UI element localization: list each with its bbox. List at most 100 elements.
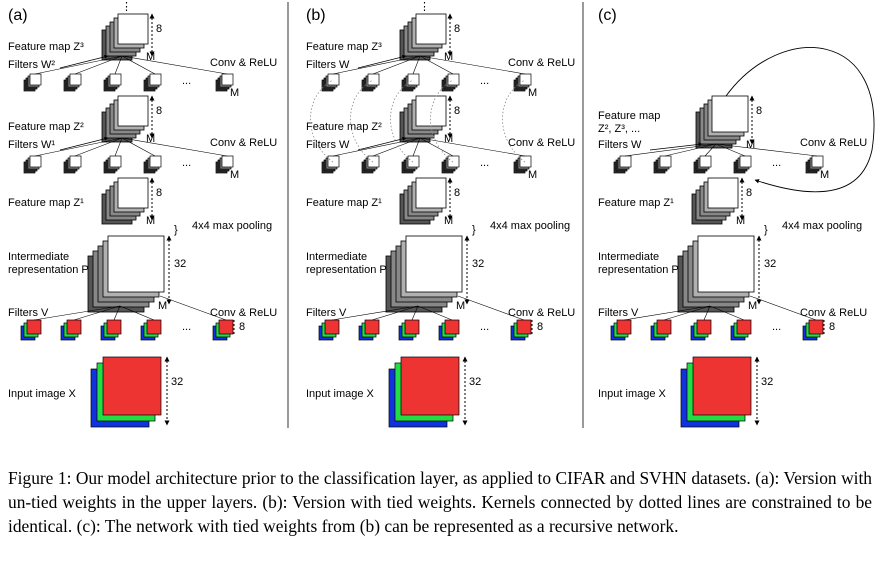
intermediate-size-label: 32: [764, 258, 776, 270]
conv-line-z2: [412, 137, 421, 157]
filter-1: [321, 155, 340, 174]
feature-map-front: [415, 13, 447, 45]
conv-line-w: [704, 143, 717, 157]
conv-relu-z2-label: Conv & ReLU: [210, 137, 277, 149]
feature-map-front: [107, 235, 165, 293]
input-image-label: Input image X: [8, 388, 77, 400]
filter-square: [69, 73, 82, 86]
filter-3: [693, 155, 712, 174]
filter-m: [805, 155, 824, 174]
filter-row-z2: [23, 155, 234, 174]
conv-line-z3: [412, 55, 421, 75]
z2-ellipsis: ...: [480, 157, 489, 169]
conv-line-z3: [74, 55, 123, 75]
feature-map-front: [697, 235, 755, 293]
filter-v-size-label: 8: [537, 321, 543, 333]
conv-line-v-m: [159, 295, 227, 321]
intermediate-representation-stack: [87, 235, 165, 313]
filter-v-4: [730, 319, 752, 341]
filter-v-3: [398, 319, 420, 341]
filter-v-1: [610, 319, 632, 341]
conv-line-z3: [121, 55, 228, 75]
filter-v-m: [802, 319, 824, 341]
filters-w-arrow: [649, 142, 703, 151]
continuation-dots: ⋮: [121, 1, 132, 13]
panel-a: (a) 32 Input image X... Filters V Conv & ReL…: [8, 1, 277, 428]
feature-map-front: [117, 13, 149, 45]
conv-line-z2: [419, 137, 526, 157]
filter-2: [361, 155, 380, 174]
filter-row-z3: [23, 73, 234, 92]
feature-map-z2-stack: [399, 95, 447, 143]
red-channel: [516, 319, 532, 335]
filter-square: [221, 155, 234, 168]
filters-z2-arrow: [59, 136, 109, 151]
intermediate-label-2: representation P: [598, 264, 679, 276]
filter-square: [29, 155, 42, 168]
filters-z3-arrow: [357, 54, 407, 69]
input-image-stack: [388, 356, 460, 428]
conv-line-w: [715, 143, 746, 157]
conv-line-z2: [332, 137, 421, 157]
filter-row-z2: [321, 155, 532, 174]
filter-m: [215, 155, 234, 174]
z3-m-label: M: [146, 51, 155, 63]
red-channel: [400, 356, 460, 416]
feature-map-front: [117, 95, 149, 127]
filter-v-2: [358, 319, 380, 341]
panel-label: (c): [598, 7, 617, 24]
filter-3: [401, 73, 420, 92]
conv-line-v: [623, 305, 711, 321]
feature-map-recursive-label-2: Z², Z³, ...: [598, 123, 640, 135]
conv-line-z3: [332, 55, 421, 75]
conv-line-z2: [372, 137, 421, 157]
red-channel: [66, 319, 82, 335]
red-channel: [324, 319, 340, 335]
panel-c: (c) 32 Input image X... Filters V Conv & ReL…: [598, 7, 875, 428]
tied-weight-arc: [350, 79, 374, 163]
continuation-dots: ⋮: [419, 1, 430, 13]
conv-line-z2: [74, 137, 123, 157]
feature-map-z2-label: Feature map Z²: [8, 121, 84, 133]
feature-map-z3-stack: [399, 13, 447, 61]
conv-line-v: [331, 305, 419, 321]
input-size-label: 32: [761, 376, 773, 388]
conv-line-v: [119, 305, 155, 321]
feature-map-z3-label: Feature map Z³: [8, 41, 84, 53]
z2-ellipsis: ...: [182, 157, 191, 169]
filter-v-1: [318, 319, 340, 341]
intermediate-label-1: Intermediate: [306, 251, 367, 263]
conv-line-z3: [419, 55, 526, 75]
filters-z2-arrow: [357, 136, 407, 151]
conv-line-z3: [419, 55, 454, 75]
filter-v-2: [60, 319, 82, 341]
conv-relu-z3-label: Conv & ReLU: [210, 57, 277, 69]
filter-square: [327, 73, 340, 86]
filters-z3-label: Filters W²: [8, 59, 55, 71]
z3-ellipsis: ...: [182, 75, 191, 87]
pooling-label: 4x4 max pooling: [192, 220, 272, 232]
filter-square: [659, 155, 672, 168]
conv-line-z3: [121, 55, 156, 75]
pooling-label: 4x4 max pooling: [490, 220, 570, 232]
red-channel: [808, 319, 824, 335]
conv-line-v: [73, 305, 121, 321]
filter-square: [149, 73, 162, 86]
filter-4: [143, 73, 162, 92]
filter-2: [63, 155, 82, 174]
filter-v-m: [510, 319, 532, 341]
filter-3: [401, 155, 420, 174]
filter-3: [103, 73, 122, 92]
feature-map-recursive-label-1: Feature map: [598, 110, 660, 122]
z2-m-label: M: [444, 133, 453, 145]
intermediate-m-label: M: [748, 300, 757, 312]
conv-line-z2: [114, 137, 123, 157]
filter-square: [447, 155, 460, 168]
conv-relu-w-label: Conv & ReLU: [800, 137, 867, 149]
z1-m-label: M: [444, 215, 453, 227]
panel-label: (b): [306, 7, 326, 24]
filter-square: [519, 73, 532, 86]
filter-square: [367, 155, 380, 168]
intermediate-size-label: 32: [174, 258, 186, 270]
